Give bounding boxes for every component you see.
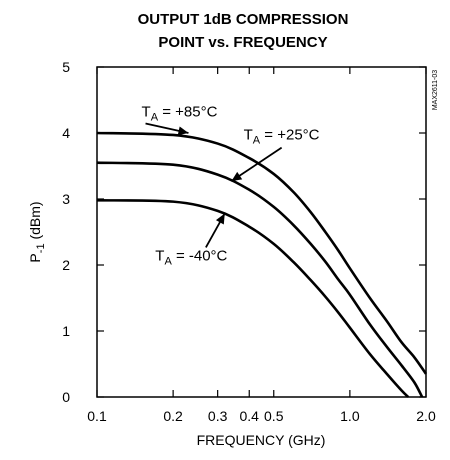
series-line-2 — [96, 199, 410, 398]
y-axis-ticks: 0 1 2 3 4 5 — [62, 59, 426, 405]
x-tick-label: 0.3 — [208, 408, 228, 424]
series-label-2: TA = -40°C — [155, 247, 227, 267]
x-tick-label: 0.1 — [87, 408, 107, 424]
x-axis-label: FREQUENCY (GHz) — [197, 432, 326, 448]
y-axis-label-sub: -1 — [35, 243, 47, 253]
x-axis-ticks: 0.1 0.2 0.3 0.4 0.5 1.0 2.0 — [87, 67, 436, 424]
annotation-arrowhead — [177, 126, 189, 136]
y-tick-label: 0 — [62, 389, 70, 405]
series-line-1 — [96, 161, 424, 398]
annotation-group: TA = +85°C TA = +25°C TA = -40°C — [142, 104, 320, 268]
y-tick-label: 1 — [62, 323, 70, 339]
x-tick-label: 2.0 — [416, 408, 436, 424]
y-tick-label: 3 — [62, 191, 70, 207]
x-tick-label: 0.5 — [264, 408, 284, 424]
annotation-arrowhead — [231, 171, 243, 182]
chart-title-line-1: OUTPUT 1dB COMPRESSION — [138, 11, 349, 28]
x-tick-label: 1.0 — [340, 408, 360, 424]
plot-frame — [96, 66, 427, 398]
series-label-1: TA = +25°C — [244, 127, 320, 147]
annotation-arrow-line — [230, 146, 283, 182]
x-tick-label: 0.2 — [163, 408, 183, 424]
annotation-arrowhead — [215, 213, 225, 225]
y-axis-label-main: P — [27, 253, 43, 262]
figure-id: MAX2611-03 — [432, 70, 439, 110]
y-tick-label: 5 — [62, 59, 70, 75]
x-tick-label: 0.4 — [240, 408, 260, 424]
y-axis-label-rest: (dBm) — [27, 201, 43, 243]
y-axis-label: P-1 (dBm) — [27, 201, 47, 262]
series-group — [96, 131, 428, 398]
series-label-0: TA = +85°C — [142, 104, 218, 124]
y-tick-label: 2 — [62, 257, 70, 273]
series-line-0 — [96, 131, 428, 375]
chart-title-line-2: POINT vs. FREQUENCY — [158, 34, 327, 51]
y-tick-label: 4 — [62, 125, 70, 141]
